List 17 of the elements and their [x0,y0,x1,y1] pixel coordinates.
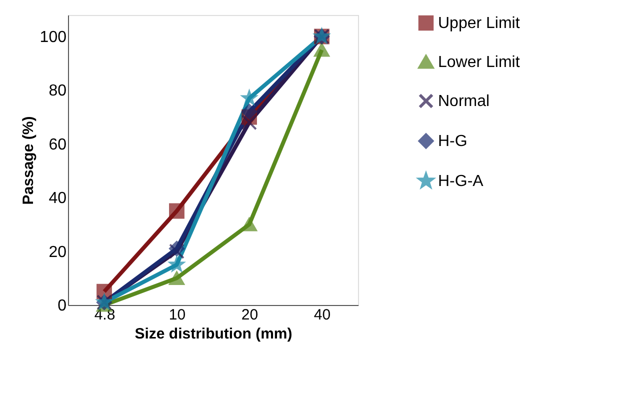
x-tick-label: 20 [241,306,258,324]
legend-label: Upper Limit [438,15,520,32]
legend-label: Normal [438,93,490,110]
y-tick-label: 20 [48,244,67,261]
y-tick-label: 0 [58,298,67,314]
y-tick-label: 60 [48,136,67,154]
y-axis-title: Passage (%) [20,116,37,205]
x-tick-label: 10 [168,306,186,324]
y-tick-label: 80 [48,82,67,100]
y-tick-label: 100 [40,28,67,46]
legend-label: H-G-A [438,173,484,190]
legend-label: Lower Limit [438,54,520,71]
y-tick-label: 40 [48,190,67,208]
x-tick-label: 40 [314,306,331,324]
x-tick-label: 4.8 [94,306,116,324]
x-axis-title: Size distribution (mm) [134,326,292,342]
legend-label: H-G [438,133,468,150]
